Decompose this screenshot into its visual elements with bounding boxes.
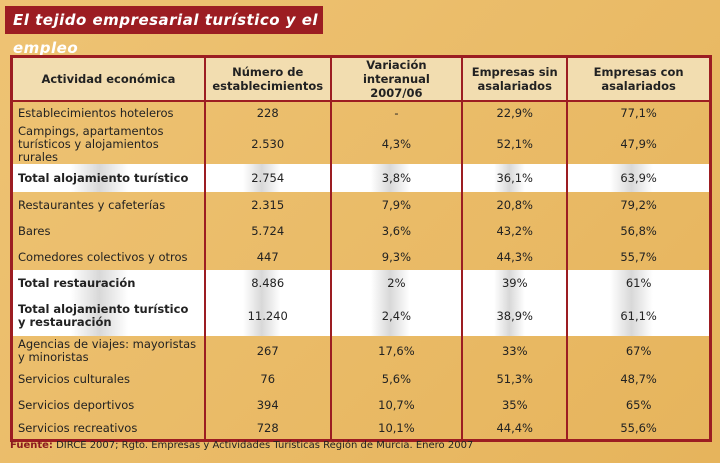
cell-value: 10,7% — [329, 392, 463, 418]
cell-value: 63,9% — [566, 164, 711, 192]
cell-value: 7,9% — [329, 192, 463, 218]
cell-value: 22,9% — [461, 101, 568, 125]
cell-value: 44,3% — [461, 244, 568, 270]
column-header: Variación interanual 2007/06 — [329, 56, 463, 102]
table-row: Servicios deportivos 394 10,7% 35% 65% — [12, 392, 711, 418]
cell-value: 51,3% — [461, 366, 568, 392]
cell-value: 394 — [203, 392, 331, 418]
table-row: Total alojamiento turístico 2.754 3,8% 36,1… — [11, 164, 711, 192]
column-header: Actividad económica — [11, 56, 205, 102]
title: El tejido empresarial turístico y el emp… — [5, 6, 323, 57]
cell-value: 10,1% — [329, 418, 463, 440]
row-label: Total alojamiento turístico y restauraci… — [11, 296, 205, 336]
cell-value: 39% — [461, 270, 568, 296]
cell-value: 38,9% — [461, 296, 568, 336]
cell-value: 447 — [203, 244, 331, 270]
cell-value: 4,3% — [329, 125, 463, 164]
cell-value: 2% — [329, 270, 463, 296]
column-header: Empresas con asalariados — [566, 56, 711, 102]
table-row: Restaurantes y cafeterías 2.315 7,9% 20,8% 7… — [12, 192, 711, 218]
cell-value: 79,2% — [566, 192, 711, 218]
row-label: Servicios culturales — [18, 371, 130, 386]
table-body: Establecimientos hoteleros 228-22,9% 77,1%… — [11, 101, 711, 440]
cell-value: 67% — [566, 336, 711, 366]
row-label: Total alojamiento turístico — [11, 164, 205, 192]
data-table: Actividad económica Número de establecimi… — [10, 55, 712, 442]
cell-value: 2.754 — [203, 164, 331, 192]
cell-value: 55,6% — [566, 418, 711, 440]
cell-value: 9,3% — [329, 244, 463, 270]
cell-value: 55,7% — [566, 244, 711, 270]
cell-value: 11.240 — [203, 296, 331, 336]
cell-value: 228 — [203, 101, 331, 125]
cell-value: 2,4% — [329, 296, 463, 336]
row-label: Comedores colectivos y otros — [18, 249, 188, 264]
table-row: Servicios culturales 76 5,6% 51,3% 48,7% — [12, 366, 711, 392]
header-row: Actividad económica Número de establecimi… — [11, 56, 711, 102]
column-header: Número de establecimientos — [203, 56, 331, 102]
cell-value: 5.724 — [203, 218, 331, 244]
cell-value: 35% — [461, 392, 568, 418]
table-row: Total alojamiento turístico y restauraci… — [11, 296, 711, 336]
cell-value: 47,9% — [566, 125, 711, 164]
table-row: Servicios recreativos 728 10,1% 44,4% 55,6% — [12, 418, 711, 440]
footer: Fuente: DIRCE 2007; Rgto. Empresas y Act… — [10, 440, 473, 451]
row-label: Total restauración — [11, 270, 205, 296]
cell-value: 17,6% — [329, 336, 463, 366]
table-row: Bares 5.724 3,6% 43,2% 56,8% — [12, 218, 711, 244]
row-label: Agencias de viajes: mayoristas y minoris… — [18, 337, 197, 364]
cell-value: 61,1% — [566, 296, 711, 336]
cell-value: 267 — [203, 336, 331, 366]
cell-value: 3,8% — [329, 164, 463, 192]
cell-value: 8.486 — [203, 270, 331, 296]
cell-value: 77,1% — [566, 101, 711, 125]
row-label: Servicios deportivos — [18, 397, 135, 412]
cell-value: 56,8% — [566, 218, 711, 244]
column-header: Empresas sin asalariados — [461, 56, 568, 102]
cell-value: 43,2% — [461, 218, 568, 244]
cell-value: 33% — [461, 336, 568, 366]
row-label: Restaurantes y cafeterías — [18, 197, 166, 212]
footer-text: DIRCE 2007; Rgto. Empresas y Actividades… — [56, 440, 474, 451]
cell-value: 36,1% — [461, 164, 568, 192]
cell-value: 44,4% — [461, 418, 568, 440]
cell-value: 2.315 — [203, 192, 331, 218]
cell-value: - — [329, 101, 463, 125]
cell-value: 48,7% — [566, 366, 711, 392]
cell-value: 20,8% — [461, 192, 568, 218]
cell-value: 76 — [203, 366, 331, 392]
row-label: Campings, apartamentos turísticos y aloj… — [18, 124, 164, 164]
cell-value: 728 — [203, 418, 331, 440]
table-row: Comedores colectivos y otros 447 9,3% 44,3%… — [12, 244, 711, 270]
cell-value: 5,6% — [329, 366, 463, 392]
cell-value: 2.530 — [203, 125, 331, 164]
footer-label: Fuente: — [10, 440, 53, 451]
row-label: Bares — [18, 223, 51, 238]
row-label: Establecimientos hoteleros — [18, 106, 174, 120]
table-row: Establecimientos hoteleros 228-22,9% 77,1% — [12, 101, 711, 125]
row-label: Servicios recreativos — [18, 420, 138, 435]
table-row: Campings, apartamentos turísticos y aloj… — [12, 125, 711, 164]
cell-value: 61% — [566, 270, 711, 296]
cell-value: 3,6% — [329, 218, 463, 244]
table-row: Agencias de viajes: mayoristas y minoris… — [12, 336, 711, 366]
cell-value: 65% — [566, 392, 711, 418]
table-row: Total restauración 8.486 2% 39% 61% — [11, 270, 711, 296]
cell-value: 52,1% — [461, 125, 568, 164]
